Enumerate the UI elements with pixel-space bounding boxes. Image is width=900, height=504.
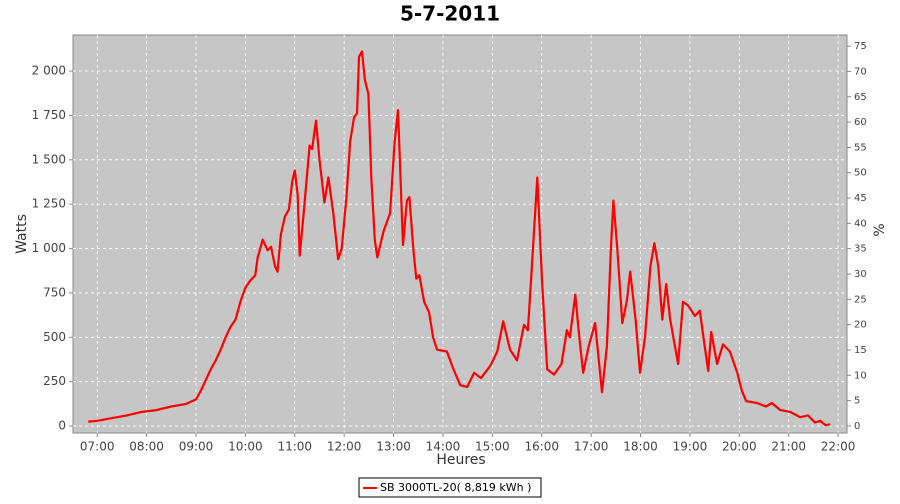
y-tick-label: 0: [58, 419, 66, 433]
y-axis-label: Watts: [14, 214, 30, 254]
y-tick-label: 750: [43, 285, 66, 299]
y2-tick-label: 50: [854, 168, 867, 179]
x-tick-label: 12:00: [327, 440, 362, 454]
y2-tick-label: 55: [854, 142, 867, 153]
x-tick-label: 16:00: [524, 440, 559, 454]
x-tick-label: 09:00: [179, 440, 214, 454]
y2-axis-label: %: [872, 223, 888, 236]
x-tick-label: 18:00: [623, 440, 658, 454]
y2-tick-label: 35: [854, 244, 867, 255]
y2-tick-label: 10: [854, 370, 867, 381]
x-tick-label: 14:00: [426, 440, 461, 454]
y2-tick-label: 65: [854, 92, 867, 103]
plot-area: [72, 34, 848, 434]
x-tick-label: 08:00: [129, 440, 164, 454]
chart-title: 5-7-2011: [400, 2, 500, 26]
legend-label: SB 3000TL-20( 8,819 kWh ): [380, 481, 531, 494]
x-tick-label: 19:00: [673, 440, 708, 454]
series-line: [88, 50, 831, 427]
y2-tick-label: 75: [854, 41, 867, 52]
x-tick-label: 20:00: [722, 440, 757, 454]
x-tick-label: 13:00: [376, 440, 411, 454]
y2-tick-label: 70: [854, 66, 867, 77]
y2-tick-label: 0: [854, 421, 860, 432]
y-tick-label: 1 000: [32, 241, 66, 255]
y-tick-label: 250: [43, 374, 66, 388]
x-tick-label: 22:00: [821, 440, 856, 454]
y2-tick-label: 5: [854, 396, 860, 407]
y-tick-label: 2 000: [32, 64, 66, 78]
y-tick-label: 500: [43, 330, 66, 344]
y-tick-label: 1 250: [32, 197, 66, 211]
x-tick-label: 10:00: [228, 440, 263, 454]
y2-tick-label: 25: [854, 294, 867, 305]
x-tick-label: 21:00: [771, 440, 806, 454]
y2-tick-label: 40: [854, 218, 867, 229]
y2-tick-label: 30: [854, 269, 867, 280]
y-tick-label: 1 750: [32, 108, 66, 122]
y-tick-label: 1 500: [32, 152, 66, 166]
x-tick-label: 15:00: [475, 440, 510, 454]
legend-box: [358, 477, 542, 498]
x-tick-label: 11:00: [277, 440, 312, 454]
y2-tick-label: 60: [854, 117, 867, 128]
y2-tick-label: 45: [854, 193, 867, 204]
x-tick-label: 17:00: [574, 440, 609, 454]
y2-tick-label: 20: [854, 320, 867, 331]
x-tick-label: 07:00: [80, 440, 115, 454]
x-axis-label: Heures: [436, 452, 485, 468]
y2-tick-label: 15: [854, 345, 867, 356]
